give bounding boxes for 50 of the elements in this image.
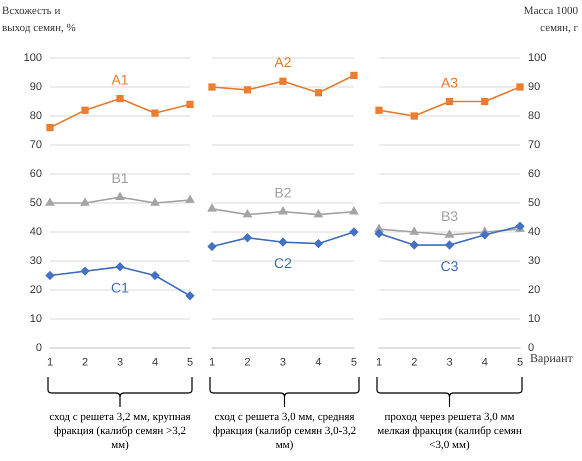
y2-tick-label: 50	[528, 197, 540, 210]
y-tick-label: 0	[36, 342, 42, 354]
x-tick-label: 4	[482, 356, 488, 369]
x-tick-label: 3	[116, 356, 124, 369]
text: сход с решета 3,2 мм, крупная фракция (калибр семян >3,2 мм)	[48, 410, 192, 452]
x-tick-label: 5	[186, 356, 194, 369]
series-label: A2	[274, 54, 292, 70]
y-tick-label: 40	[30, 226, 42, 238]
y2-tick-label: 40	[528, 226, 540, 238]
series-label: C1	[111, 280, 130, 296]
y-tick-label: 10	[30, 313, 42, 326]
x-tick-label: 3	[446, 356, 453, 369]
series-label: B2	[274, 184, 292, 201]
x-tick-label: 2	[411, 356, 418, 369]
x-tick-label: 3	[280, 356, 286, 369]
x-tick-label: 4	[315, 356, 322, 369]
y2-tick-label: 20	[528, 284, 540, 296]
series-label: B3	[440, 208, 458, 224]
y2-tick-label: 80	[528, 110, 540, 122]
x-tick-label: 1	[376, 356, 382, 369]
series-label: C2	[274, 255, 292, 272]
x-tick-label: 4	[152, 356, 158, 369]
x-tick-label: 1	[46, 356, 54, 369]
x-tick-label: 2	[244, 356, 251, 369]
y-tick-label: 60	[30, 168, 42, 180]
y2-axis-title: Масса 1000 семян, г	[524, 5, 578, 34]
y-tick-label: 30	[30, 255, 42, 268]
x-tick-label: 2	[82, 356, 88, 369]
y-tick-label: 80	[30, 110, 42, 122]
text: сход с решета 3,0 мм, средняя фракция (калибр семян 3,0-3,2 мм)	[212, 410, 358, 452]
y-axis-title: Всхожесть и выход семян, %	[2, 5, 76, 34]
x-tick-label: 5	[516, 356, 524, 369]
y2-tick-label: 30	[528, 255, 540, 268]
series-label: A3	[440, 74, 458, 90]
y-tick-label: 50	[30, 197, 42, 210]
y-tick-label: 90	[30, 81, 42, 94]
y2-tick-label: 70	[528, 139, 540, 152]
y-tick-label: 100	[24, 52, 42, 64]
text: проход через решета 3,0 мм мелкая фракция (калибр семян <3,0 мм)	[376, 410, 523, 452]
y-tick-label: 20	[30, 284, 42, 296]
series-label: C3	[440, 258, 459, 274]
y2-tick-label: 100	[528, 52, 546, 64]
series-label: A1	[111, 71, 129, 88]
y2-tick-label: 90	[528, 81, 540, 94]
series-label: B1	[111, 170, 129, 186]
y2-tick-label: 10	[528, 313, 540, 326]
y2-tick-label: 60	[528, 168, 540, 180]
x-tick-label: 5	[350, 356, 358, 369]
x-tick-label: 1	[208, 356, 216, 369]
y-tick-label: 70	[30, 139, 42, 152]
